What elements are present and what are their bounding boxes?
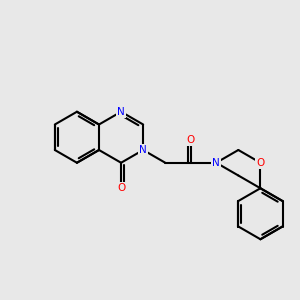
Text: O: O bbox=[187, 135, 195, 145]
Text: N: N bbox=[212, 158, 220, 168]
Text: O: O bbox=[256, 158, 265, 168]
Text: N: N bbox=[117, 107, 125, 117]
Text: N: N bbox=[139, 145, 147, 155]
Text: O: O bbox=[117, 183, 125, 193]
